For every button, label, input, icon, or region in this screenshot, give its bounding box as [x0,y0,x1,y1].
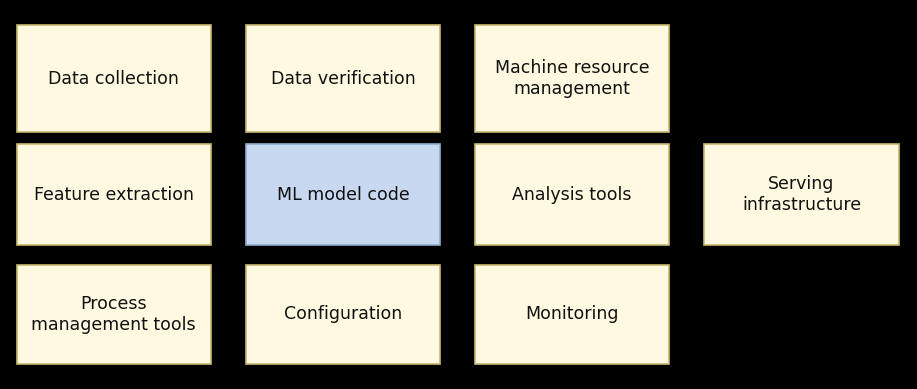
FancyBboxPatch shape [475,265,669,364]
Text: Monitoring: Monitoring [525,305,619,323]
Text: Configuration: Configuration [284,305,402,323]
Text: Data verification: Data verification [271,70,415,88]
Text: Feature extraction: Feature extraction [34,186,193,203]
FancyBboxPatch shape [246,25,440,132]
Text: ML model code: ML model code [277,186,409,203]
FancyBboxPatch shape [246,265,440,364]
Text: Serving
infrastructure: Serving infrastructure [742,175,861,214]
Text: Process
management tools: Process management tools [31,295,196,333]
FancyBboxPatch shape [246,144,440,245]
FancyBboxPatch shape [475,144,669,245]
Text: Data collection: Data collection [49,70,179,88]
FancyBboxPatch shape [704,144,899,245]
FancyBboxPatch shape [17,265,211,364]
FancyBboxPatch shape [17,25,211,132]
FancyBboxPatch shape [475,25,669,132]
FancyBboxPatch shape [17,144,211,245]
Text: Analysis tools: Analysis tools [513,186,632,203]
Text: Machine resource
management: Machine resource management [495,60,649,98]
